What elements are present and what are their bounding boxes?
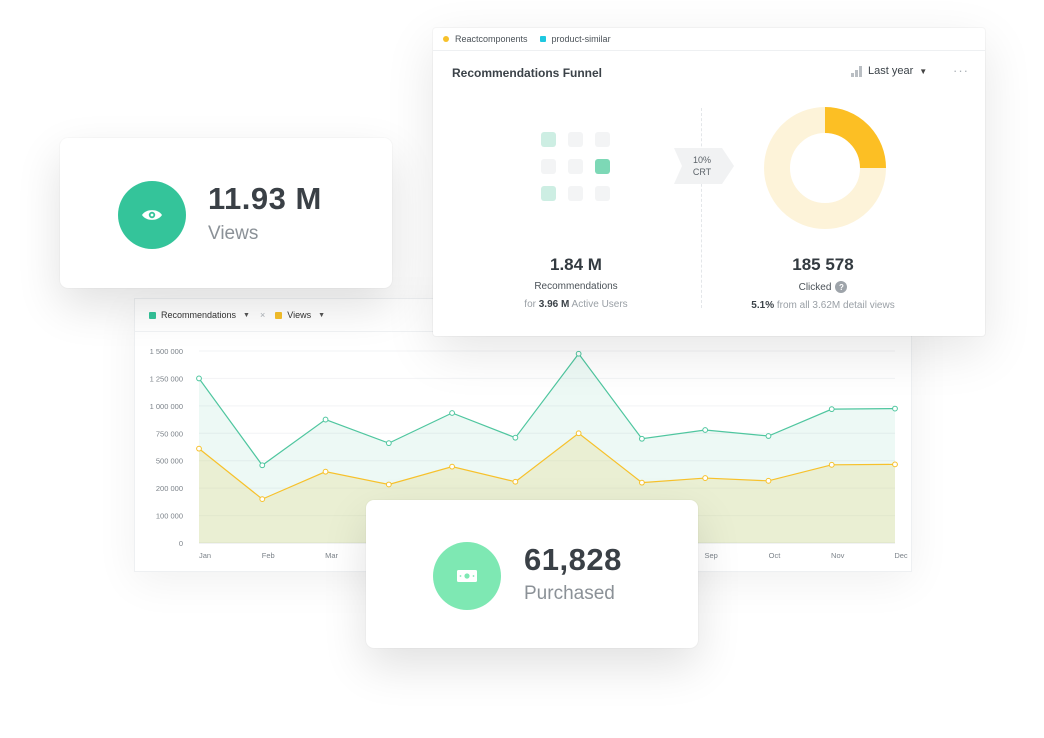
tag-dot [443,36,449,42]
clicked-donut-chart [764,107,886,229]
x-tick-label: Mar [325,551,338,560]
more-options-icon[interactable]: ··· [953,63,969,78]
bar-chart-icon [851,65,862,77]
x-tick-label: Nov [831,551,845,560]
purchased-card: 61,828 Purchased [366,500,698,648]
data-point[interactable] [892,405,898,412]
series-line [198,432,896,500]
data-point[interactable] [702,475,709,481]
funnel-title: Recommendations Funnel [452,66,603,80]
data-point[interactable] [892,461,898,468]
data-point[interactable] [639,479,645,486]
tag-reactcomponents[interactable]: Reactcomponents [443,34,528,44]
views-icon-circle [118,181,186,249]
data-point[interactable] [259,462,266,469]
series-line [198,352,896,467]
data-point[interactable] [259,496,266,503]
money-icon [457,570,477,582]
purchased-label: Purchased [524,583,615,604]
recommendations-label: Recommendations [534,281,618,292]
y-tick-label: 750 000 [156,429,183,438]
recommendations-stat: 1.84 M Recommendations for 3.96 M Active… [501,255,651,310]
caret-down-icon: ▼ [919,66,928,76]
recommendations-grid-icon [541,132,610,201]
eye-icon [142,210,162,220]
data-point[interactable] [765,477,772,484]
data-point[interactable] [322,468,329,475]
filter-tags: Reactcomponents product-similar [443,34,611,44]
tag-label: product-similar [551,34,611,44]
y-tick-label: 500 000 [156,457,183,466]
funnel-card: Reactcomponents product-similar Recommen… [433,28,985,336]
caret-down-icon: ▼ [318,311,326,319]
x-tick-label: Dec [894,551,908,560]
tag-product-similar[interactable]: product-similar [539,34,611,44]
arrow-shape [674,148,734,184]
remove-series-icon[interactable]: × [259,310,266,320]
data-point[interactable] [196,375,202,382]
y-tick-label: 1 250 000 [150,374,183,383]
clicked-label: Clicked [798,281,832,293]
data-point[interactable] [575,350,582,357]
divider [433,50,985,51]
data-point[interactable] [828,461,835,468]
purchased-icon-circle [433,542,501,610]
data-point[interactable] [512,434,519,441]
clicked-value: 185 578 [792,255,854,274]
tag-label: Reactcomponents [455,34,528,44]
legend-series-views[interactable]: Views ▼ [275,310,325,320]
donut-segment-clicked [824,107,886,169]
views-card: 11.93 M Views [60,138,392,288]
series-area [199,353,895,543]
y-tick-label: 1 500 000 [150,347,183,356]
views-value: 11.93 M [208,181,322,216]
legend-label: Views [287,310,312,320]
legend-label: Recommendations [161,310,237,320]
x-tick-label: Oct [769,551,782,560]
y-tick-label: 100 000 [156,512,183,521]
data-point[interactable] [575,430,582,437]
data-point[interactable] [702,427,709,433]
legend-series-recommendations[interactable]: Recommendations ▼ [149,310,250,320]
detail-views-note: 5.1% from all 3.62M detail views [751,300,895,311]
y-tick-label: 1 000 000 [150,402,183,411]
x-tick-label: Feb [262,551,275,560]
recommendations-swatch [149,311,156,319]
y-tick-label: 0 [179,539,183,548]
crt-value: 10% [692,155,711,165]
data-point[interactable] [449,463,455,470]
views-label: Views [208,223,259,244]
caret-down-icon: ▼ [243,311,250,319]
data-point[interactable] [449,410,455,416]
clicked-stat: 185 578 Clicked ? 5.1% from all 3.62M de… [733,255,913,311]
data-point[interactable] [196,445,202,452]
recommendations-value: 1.84 M [550,255,602,274]
data-point[interactable] [765,433,772,439]
crt-label: CRT [692,167,712,177]
chart-legend: Recommendations ▼ × Views ▼ [149,310,325,320]
views-swatch [275,311,283,319]
funnel-divider [701,108,702,308]
period-label: Last year [868,65,914,77]
period-dropdown[interactable]: Last year ▼ [851,65,927,77]
x-tick-label: Jan [199,551,211,560]
data-point[interactable] [639,435,645,442]
active-users-note: for 3.96 M Active Users [524,299,628,310]
data-point[interactable] [322,416,329,423]
tag-dot [539,36,546,42]
crt-badge: 10% CRT [674,148,736,184]
x-tick-label: Sep [705,551,718,560]
data-point[interactable] [385,481,392,488]
help-icon[interactable]: ? [835,281,848,293]
data-point[interactable] [828,406,835,413]
data-point[interactable] [512,478,519,485]
purchased-value: 61,828 [524,542,622,577]
data-point[interactable] [385,440,392,447]
y-tick-label: 200 000 [156,484,183,493]
